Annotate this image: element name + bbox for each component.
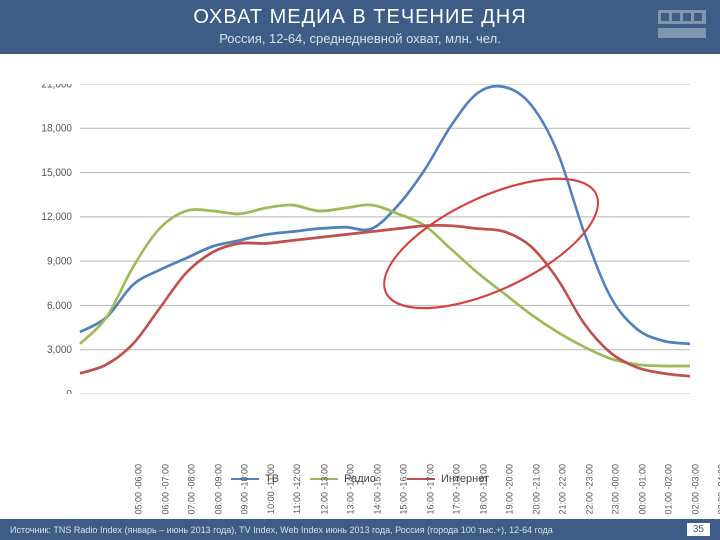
x-tick-label: 18:00 -19:00 <box>478 464 488 515</box>
x-tick-label: 07:00 -08:00 <box>187 464 197 515</box>
svg-text:3,000: 3,000 <box>47 344 72 357</box>
svg-text:21,000: 21,000 <box>41 84 72 91</box>
x-tick-label: 11:00 -12:00 <box>292 464 302 514</box>
x-tick-label: 19:00 -20:00 <box>505 464 515 515</box>
source-text: Источник: TNS Radio Index (январь – июнь… <box>10 525 553 535</box>
x-tick-label: 02:00 -03:00 <box>691 464 701 515</box>
x-tick-label: 10:00 -11:00 <box>265 464 275 514</box>
svg-text:18,000: 18,000 <box>41 122 72 135</box>
x-tick-label: 09:00 -10:00 <box>240 464 250 515</box>
x-tick-label: 23:00 -00:00 <box>611 464 621 515</box>
x-tick-label: 08:00 -09:00 <box>213 464 223 515</box>
footer-bar: Источник: TNS Radio Index (январь – июнь… <box>0 519 720 540</box>
x-tick-label: 22:00 -23:00 <box>584 464 594 515</box>
x-tick-label: 14:00 -15:00 <box>372 464 382 515</box>
x-tick-label: 20:00 -21:00 <box>531 464 541 515</box>
x-tick-label: 00:00 -01:00 <box>637 464 647 515</box>
x-tick-label: 21:00 -22:00 <box>558 464 568 515</box>
svg-text:9,000: 9,000 <box>47 255 72 268</box>
x-tick-label: 15:00 -16:00 <box>399 464 409 515</box>
chart-area: 03,0006,0009,00012,00015,00018,00021,000 <box>30 84 690 394</box>
x-tick-label: 06:00 -07:00 <box>160 464 170 515</box>
line-chart: 03,0006,0009,00012,00015,00018,00021,000 <box>30 84 690 394</box>
svg-text:15,000: 15,000 <box>41 166 72 179</box>
x-tick-label: 13:00 -14:00 <box>346 464 356 515</box>
page-title: ОХВАТ МЕДИА В ТЕЧЕНИЕ ДНЯ <box>0 6 720 29</box>
page-subtitle: Россия, 12-64, среднедневной охват, млн.… <box>0 31 720 46</box>
header-bar: ОХВАТ МЕДИА В ТЕЧЕНИЕ ДНЯ Россия, 12-64,… <box>0 0 720 54</box>
x-tick-label: 05:00 -06:00 <box>134 464 144 515</box>
x-tick-label: 01:00 -02:00 <box>664 464 674 515</box>
x-tick-label: 17:00 -18:00 <box>452 464 462 515</box>
x-tick-label: 12:00 -13:00 <box>319 464 329 515</box>
svg-text:12,000: 12,000 <box>41 211 72 224</box>
x-axis-labels: 05:00 -06:0006:00 -07:0007:00 -08:0008:0… <box>30 394 690 469</box>
legend-item: Интернет <box>407 473 489 485</box>
logo-icon <box>658 10 706 40</box>
page-number: 35 <box>687 523 710 536</box>
svg-text:6,000: 6,000 <box>47 299 72 312</box>
x-tick-label: 16:00 -17:00 <box>425 464 435 515</box>
